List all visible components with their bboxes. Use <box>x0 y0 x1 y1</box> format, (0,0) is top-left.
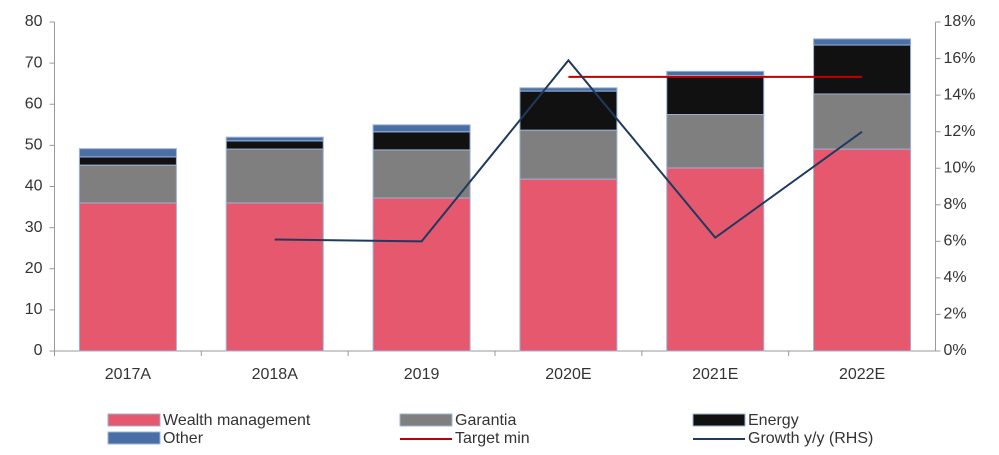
y2-tick-label: 2% <box>944 306 967 323</box>
x-tick-label: 2017A <box>105 366 152 383</box>
bar-segment <box>225 148 324 204</box>
y-tick-label: 40 <box>25 178 43 195</box>
legend-label: Energy <box>748 412 799 429</box>
bar-segment <box>519 129 618 180</box>
bar-segment <box>225 136 324 142</box>
bar-segment <box>372 131 471 151</box>
y-tick-label: 0 <box>34 342 43 359</box>
bar-segment <box>666 70 765 76</box>
legend-swatch <box>399 413 453 427</box>
y2-tick-label: 6% <box>944 233 967 250</box>
bar-segment <box>813 44 912 95</box>
legend-label: Target min <box>455 430 530 447</box>
bar-segment <box>519 90 618 131</box>
legend-swatch <box>692 413 746 427</box>
x-tick-label: 2021E <box>692 366 738 383</box>
y2-tick-label: 12% <box>944 123 976 140</box>
bar-segment <box>372 197 471 352</box>
y2-tick-label: 14% <box>944 86 976 103</box>
legend-swatch <box>107 431 161 445</box>
bar-segment <box>372 149 471 199</box>
legend-label: Garantia <box>455 412 516 429</box>
legend-label: Growth y/y (RHS) <box>748 430 873 447</box>
y2-tick-label: 10% <box>944 159 976 176</box>
y2-tick-label: 8% <box>944 196 967 213</box>
bar-segment <box>78 148 177 158</box>
x-tick-label: 2018A <box>252 366 299 383</box>
y-tick-label: 60 <box>25 95 43 112</box>
bar-segment <box>666 114 765 169</box>
y2-tick-label: 0% <box>944 342 967 359</box>
bar-segment <box>225 140 324 150</box>
x-tick-label: 2022E <box>839 366 885 383</box>
y-tick-label: 10 <box>25 301 43 318</box>
y2-tick-label: 16% <box>944 50 976 67</box>
bar-segment <box>78 202 177 352</box>
bar-segment <box>78 156 177 166</box>
bar-segment <box>813 148 912 352</box>
bar-segment <box>372 124 471 133</box>
legend-label: Other <box>163 430 204 447</box>
y-tick-label: 30 <box>25 219 43 236</box>
y-tick-label: 80 <box>25 13 43 30</box>
y2-tick-label: 4% <box>944 269 967 286</box>
bar-segment <box>813 38 912 46</box>
legend-swatch <box>107 413 161 427</box>
bar-segment <box>78 164 177 204</box>
x-tick-label: 2019 <box>404 366 440 383</box>
y2-tick-label: 18% <box>944 13 976 30</box>
legend-label: Wealth management <box>163 412 311 429</box>
bar-segment <box>225 202 324 352</box>
y-tick-label: 70 <box>25 54 43 71</box>
line <box>274 58 863 243</box>
y-tick-label: 50 <box>25 137 43 154</box>
y-tick-label: 20 <box>25 260 43 277</box>
x-tick-label: 2020E <box>545 366 591 383</box>
bar-segment <box>519 178 618 352</box>
bar-segment <box>519 87 618 92</box>
bar-segment <box>666 74 765 116</box>
bar-segment <box>813 93 912 150</box>
